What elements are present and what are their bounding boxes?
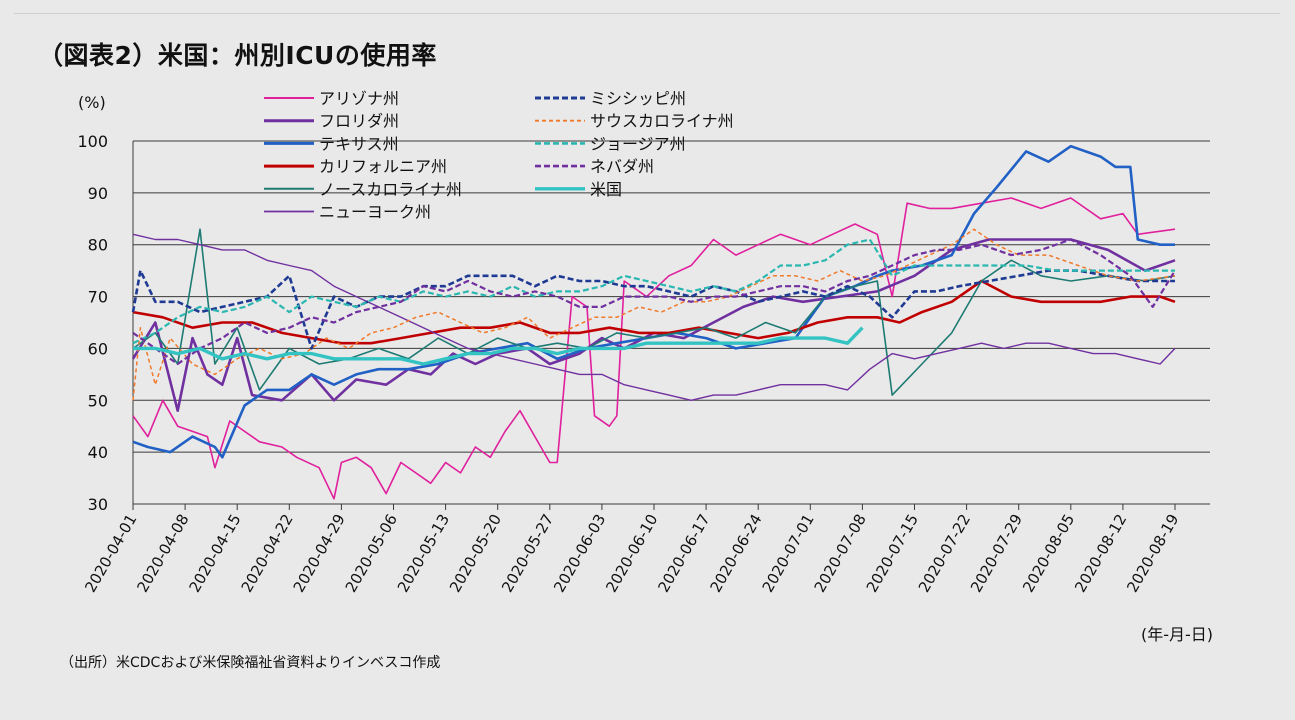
legend-label: ジョージア州 bbox=[590, 134, 686, 153]
x-tick-label: 2020-06-17 bbox=[654, 511, 713, 596]
x-axis: 2020-04-012020-04-082020-04-152020-04-22… bbox=[81, 504, 1213, 644]
y-tick-label: 30 bbox=[88, 495, 108, 514]
series-line-9 bbox=[132, 238, 1176, 366]
x-tick-label: 2020-08-12 bbox=[1071, 511, 1130, 596]
x-tick-label: 2020-06-24 bbox=[706, 511, 765, 596]
series-line-4 bbox=[132, 228, 1176, 396]
y-tick-label: 60 bbox=[88, 339, 108, 358]
x-tick-label: 2020-08-19 bbox=[1123, 511, 1182, 596]
x-tick-label: 2020-07-08 bbox=[811, 511, 870, 596]
legend-label: ミシシッピ州 bbox=[590, 89, 686, 108]
x-tick-label: 2020-04-22 bbox=[238, 511, 297, 596]
legend-label: ノースカロライナ州 bbox=[319, 180, 462, 199]
legend-label: カリフォルニア州 bbox=[319, 157, 447, 176]
y-tick-label: 100 bbox=[77, 132, 108, 151]
legend-label: フロリダ州 bbox=[319, 112, 399, 131]
series-line-0 bbox=[132, 197, 1176, 500]
legend-label: テキサス州 bbox=[319, 134, 399, 153]
series-line-7 bbox=[132, 228, 1176, 401]
legend-label: ネバダ州 bbox=[590, 157, 654, 176]
x-tick-label: 2020-07-15 bbox=[863, 511, 922, 596]
x-tick-label: 2020-04-01 bbox=[81, 511, 140, 596]
series-line-5 bbox=[132, 233, 1176, 401]
y-tick-label: 80 bbox=[88, 236, 108, 255]
x-tick-label: 2020-05-20 bbox=[446, 511, 505, 596]
x-tick-label: 2020-06-03 bbox=[550, 511, 609, 596]
y-axis-label: (%) bbox=[78, 93, 106, 112]
x-axis-label: (年-月-日) bbox=[1141, 625, 1213, 644]
x-tick-label: 2020-04-08 bbox=[133, 511, 192, 596]
x-tick-label: 2020-04-29 bbox=[290, 511, 349, 596]
y-tick-label: 50 bbox=[88, 391, 108, 410]
top-divider bbox=[14, 13, 1280, 14]
legend-label: ニューヨーク州 bbox=[319, 203, 431, 222]
source-note: （出所）米CDCおよび米保険福祉省資料よりインベスコ作成 bbox=[60, 655, 441, 671]
x-tick-label: 2020-08-05 bbox=[1019, 511, 1078, 596]
series-line-8 bbox=[132, 238, 1175, 345]
y-axis: 100 90 80 70 60 50 40 30 (%) bbox=[77, 93, 134, 514]
series-line-10 bbox=[133, 326, 864, 366]
y-tick-label: 70 bbox=[88, 288, 108, 307]
legend-label: 米国 bbox=[590, 180, 622, 199]
y-tick-label: 40 bbox=[88, 443, 108, 462]
legend-label: アリゾナ州 bbox=[319, 89, 399, 108]
page-title: （図表2）米国：州別ICUの使用率 bbox=[38, 41, 437, 70]
series-line-3 bbox=[132, 279, 1176, 345]
series-lines bbox=[131, 144, 1176, 500]
legend-label: サウスカロライナ州 bbox=[590, 112, 734, 131]
x-tick-label: 2020-07-22 bbox=[915, 511, 974, 596]
x-tick-label: 2020-05-27 bbox=[498, 511, 557, 596]
x-tick-label: 2020-04-15 bbox=[185, 511, 244, 596]
series-line-6 bbox=[131, 269, 1175, 350]
x-tick-label: 2020-05-13 bbox=[394, 511, 453, 596]
gridlines bbox=[133, 140, 1210, 505]
x-tick-label: 2020-07-01 bbox=[759, 511, 818, 596]
x-tick-label: 2020-06-10 bbox=[602, 511, 661, 596]
y-tick-label: 90 bbox=[88, 184, 108, 203]
x-tick-label: 2020-07-29 bbox=[967, 511, 1026, 596]
x-tick-label: 2020-05-06 bbox=[342, 511, 401, 596]
